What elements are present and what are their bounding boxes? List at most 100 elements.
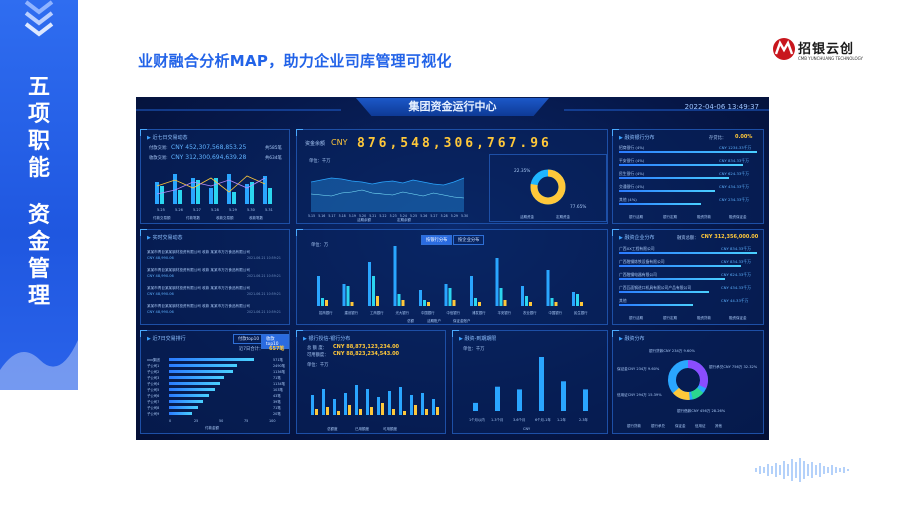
- credit-bar: [399, 387, 402, 415]
- tx-x-label: 5.31: [265, 208, 273, 212]
- bank-row-value: CNY 234.33千万: [719, 197, 749, 202]
- fd-legend-3: 保证金: [675, 424, 686, 428]
- balance-x-label: 5.29: [451, 214, 458, 218]
- balance-line-chart: 5.15 5.16 5.17 5.18 5.19 5.20 5.21 5.22 5.23 5.24…: [308, 177, 468, 218]
- credit-bar: [370, 407, 373, 415]
- top10-value: 571笔: [273, 358, 283, 362]
- top10-value: 103笔: [273, 388, 283, 392]
- top10-name: 子公司5: [147, 388, 160, 392]
- top10-name: 子公司2: [147, 370, 160, 374]
- top10-name: 子公司9: [147, 412, 160, 416]
- credit-bar: [326, 407, 329, 415]
- bb-bar: [521, 286, 524, 306]
- term-unit: 单位：千万: [463, 347, 485, 352]
- fd-label-2: 银行承兑CNY 756万 32.32%: [709, 365, 758, 369]
- tx-bar: [160, 186, 164, 204]
- donut-left-label: 22.35%: [514, 169, 531, 174]
- bb-bar: [499, 288, 503, 306]
- tx-legend-1: 付款交易额: [153, 216, 171, 220]
- realtime-row-time: 2021-06-21 10:59:21: [247, 310, 281, 314]
- top10-name: 子公司4: [147, 382, 160, 386]
- company-row-bar: [619, 291, 709, 293]
- credit-bar: [381, 403, 384, 415]
- tab-recv-top10[interactable]: 收款top10: [261, 334, 289, 349]
- bb-bar: [525, 296, 528, 306]
- term-category-label: 1个月以内: [469, 418, 485, 422]
- bb-bar: [474, 298, 477, 306]
- panel-realtime-transactions: 实时交易动态 某某市青巨某某钢材投资有限公司 收款 某某市万万食品有限公司 CNY…: [140, 229, 290, 325]
- bank-balance-unit: 单位：万: [311, 243, 329, 248]
- top10-value: 1134笔: [273, 382, 286, 386]
- tab-pay-top10[interactable]: 付款top10: [233, 334, 265, 344]
- credit-bar: [421, 393, 424, 415]
- panel-finance-distribution: 融资分布 银行贷款CNY 234万 9.60% 银行承兑CNY 756万 32.…: [612, 330, 764, 434]
- credit-legend-3: 可用额度: [383, 427, 397, 431]
- credit-bar: [414, 405, 417, 415]
- tx-bar: [173, 174, 177, 204]
- slide-title: 业财融合分析MAP，助力企业司库管理可视化: [138, 52, 452, 70]
- realtime-row-text: 某某市青巨某某钢材投资有限公司 收款 某某市万万食品有限公司: [147, 304, 250, 308]
- tx-bar: [227, 174, 231, 204]
- bank-legend-3: 融资贷款: [697, 215, 711, 219]
- fd-legend-4: 信用证: [695, 424, 706, 428]
- tab-by-company[interactable]: 按企业分布: [453, 235, 485, 245]
- balance-x-label: 5.27: [430, 214, 437, 218]
- balance-x-label: 5.24: [400, 214, 407, 218]
- bank-row-name: 招商银行 (4%): [619, 145, 645, 150]
- pay-value: CNY 452,307,568,853.25: [171, 144, 247, 151]
- left-banner: 五 项 职 能 资 金 管 理: [0, 0, 78, 390]
- rate-label: 存贷比：: [709, 136, 727, 141]
- donut-right-label: 77.65%: [570, 205, 587, 210]
- company-row-value: CNY 624.33千万: [721, 272, 751, 277]
- top10-name: 子公司8: [147, 406, 160, 410]
- bb-bar: [368, 262, 371, 306]
- bb-bar: [550, 298, 554, 306]
- bb-bar: [419, 290, 422, 306]
- panel-title: 融资分布: [619, 335, 644, 342]
- company-row-bar: [619, 252, 757, 254]
- bb-bar: [546, 270, 550, 306]
- bank-legend-1: 银行活期: [629, 215, 643, 219]
- dashboard: 集团资金运行中心 2022-04-06 13:49:37 近七日交易动态 付款交…: [136, 97, 769, 440]
- bb-category-label: 工商银行: [370, 311, 384, 315]
- bb-bar: [576, 294, 579, 306]
- term-bar: [495, 386, 500, 411]
- tab-by-bank[interactable]: 按银行分布: [421, 235, 453, 245]
- credit-bar: [366, 389, 369, 415]
- company-row-value: CNY 434.33千万: [721, 285, 751, 290]
- bb-bar: [342, 284, 346, 306]
- company-row-name: 广西融钢炼铁设备有限公司: [619, 259, 665, 264]
- tx-bar: [155, 182, 159, 204]
- realtime-row-amount: CNY 48,990.06: [147, 292, 174, 296]
- credit-bar: [333, 399, 336, 415]
- balance-x-label: 5.26: [420, 214, 427, 218]
- panel-fund-balance: 资金余额 CNY 876,548,306,767.96 单位：千万 5.15 5.…: [296, 129, 608, 224]
- dashboard-datetime: 2022-04-06 13:49:37: [684, 103, 759, 111]
- top10-bar: [169, 364, 238, 367]
- term-category-label: 2-3年: [579, 418, 588, 422]
- credit-unit: 单位：千万: [307, 363, 329, 368]
- credit-total-value: CNY 88,873,123,234.00: [333, 344, 400, 350]
- bb-bar: [401, 300, 405, 306]
- balance-x-label: 5.30: [461, 214, 468, 218]
- bb-legend-1: 总额: [407, 319, 414, 323]
- top10-bar: [169, 376, 224, 379]
- tx-bar: [232, 192, 236, 204]
- credit-chart: [311, 385, 439, 415]
- cmb-logo-icon: [773, 38, 795, 60]
- credit-bar: [315, 409, 318, 415]
- co-legend-4: 融资保证金: [729, 316, 747, 320]
- company-row-bar: [619, 265, 741, 267]
- bb-legend-2: 活期账户: [427, 319, 441, 323]
- top10-bar: [169, 382, 220, 385]
- bank-row-bar: [619, 190, 715, 192]
- realtime-row-time: 2021-06-21 10:59:21: [247, 274, 281, 278]
- header-frame-icon: [136, 109, 769, 111]
- credit-legend-1: 总额度: [327, 427, 338, 431]
- company-row-name: 广西融钢电器有限公司: [619, 272, 657, 277]
- credit-bar: [425, 409, 428, 415]
- bb-bar: [572, 292, 575, 306]
- balance-x-label: 5.19: [349, 214, 356, 218]
- bb-bar: [376, 296, 379, 306]
- balance-x-label: 5.22: [379, 214, 386, 218]
